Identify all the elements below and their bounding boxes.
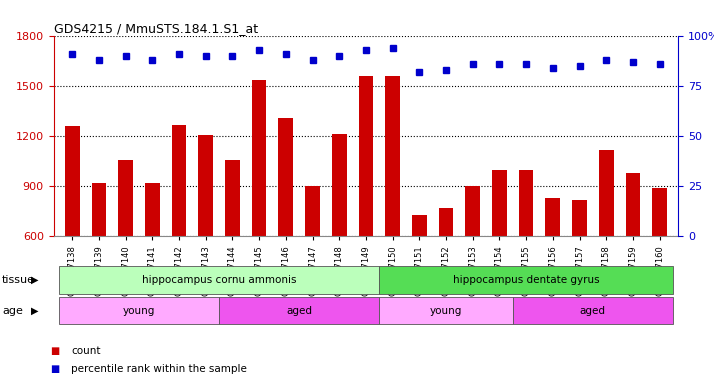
Bar — [278, 118, 293, 336]
Bar — [119, 160, 133, 336]
Text: percentile rank within the sample: percentile rank within the sample — [71, 364, 247, 374]
Bar — [65, 126, 79, 336]
Bar — [599, 150, 613, 336]
Bar — [386, 76, 400, 336]
Bar — [572, 200, 587, 336]
Bar — [91, 183, 106, 336]
Bar — [358, 76, 373, 336]
Text: aged: aged — [286, 306, 312, 316]
Bar — [412, 215, 427, 336]
Text: young: young — [430, 306, 462, 316]
Text: ■: ■ — [50, 346, 59, 356]
Bar — [466, 186, 480, 336]
Bar — [653, 188, 667, 336]
Bar — [438, 208, 453, 336]
Bar — [145, 183, 160, 336]
Text: hippocampus dentate gyrus: hippocampus dentate gyrus — [453, 275, 600, 285]
Text: tissue: tissue — [2, 275, 35, 285]
Text: ■: ■ — [50, 364, 59, 374]
Text: young: young — [123, 306, 155, 316]
Bar — [545, 198, 560, 336]
Text: GDS4215 / MmuSTS.184.1.S1_at: GDS4215 / MmuSTS.184.1.S1_at — [54, 22, 258, 35]
Text: count: count — [71, 346, 101, 356]
Text: ▶: ▶ — [31, 275, 38, 285]
Bar — [198, 135, 213, 336]
Text: hippocampus cornu ammonis: hippocampus cornu ammonis — [142, 275, 296, 285]
Bar — [305, 186, 320, 336]
Bar — [171, 125, 186, 336]
Bar — [252, 80, 266, 336]
Text: ▶: ▶ — [31, 306, 38, 316]
Bar — [225, 160, 240, 336]
Bar — [332, 134, 346, 336]
Bar — [625, 173, 640, 336]
Bar — [492, 170, 507, 336]
Bar — [519, 170, 533, 336]
Text: aged: aged — [580, 306, 606, 316]
Text: age: age — [2, 306, 23, 316]
